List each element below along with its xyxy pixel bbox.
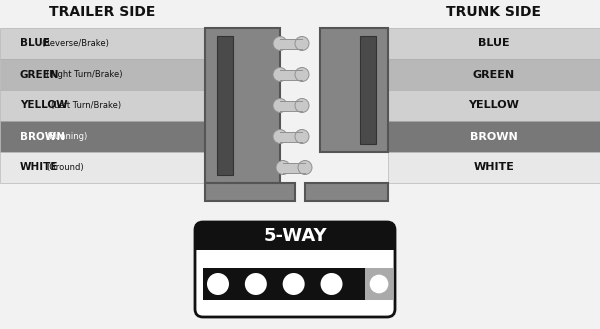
Circle shape	[295, 67, 309, 82]
Circle shape	[276, 161, 290, 174]
Circle shape	[283, 273, 305, 295]
Bar	[0, 121, 205, 152]
Circle shape	[295, 37, 309, 50]
Circle shape	[245, 273, 267, 295]
Text: BROWN: BROWN	[20, 132, 65, 141]
FancyBboxPatch shape	[195, 222, 395, 250]
Bar	[280, 69, 302, 80]
Text: (Right Turn/Brake): (Right Turn/Brake)	[46, 70, 122, 79]
Bar	[388, 121, 600, 152]
FancyBboxPatch shape	[195, 222, 395, 317]
Bar	[203, 268, 365, 300]
Bar	[280, 132, 302, 141]
Bar	[0, 28, 205, 59]
Text: (Left Turn/Brake): (Left Turn/Brake)	[51, 101, 121, 110]
Bar	[217, 36, 233, 175]
Circle shape	[320, 273, 343, 295]
Bar	[0, 90, 205, 121]
Circle shape	[273, 130, 287, 143]
Bar	[0, 152, 205, 183]
Text: (Running): (Running)	[46, 132, 87, 141]
Bar	[388, 152, 600, 183]
Text: BLUE: BLUE	[20, 38, 50, 48]
Text: WHITE: WHITE	[20, 163, 59, 172]
Bar	[205, 28, 280, 183]
Bar	[283, 163, 305, 172]
Text: 5-WAY: 5-WAY	[263, 227, 327, 245]
Circle shape	[298, 161, 312, 174]
Bar	[320, 28, 388, 152]
Text: (Reverse/Brake): (Reverse/Brake)	[41, 39, 109, 48]
Bar	[280, 100, 302, 111]
Bar	[305, 183, 388, 201]
Circle shape	[295, 98, 309, 113]
Text: TRUNK SIDE: TRUNK SIDE	[446, 5, 542, 19]
Circle shape	[295, 130, 309, 143]
Bar	[0, 59, 205, 90]
Text: YELLOW: YELLOW	[20, 100, 68, 111]
Bar	[388, 90, 600, 121]
Text: GREEN: GREEN	[20, 69, 59, 80]
Circle shape	[207, 273, 229, 295]
Bar	[388, 59, 600, 90]
Bar	[388, 28, 600, 59]
Text: TRAILER SIDE: TRAILER SIDE	[49, 5, 155, 19]
Bar	[360, 36, 376, 144]
Text: YELLOW: YELLOW	[469, 100, 520, 111]
Bar	[205, 183, 295, 201]
Bar	[280, 38, 302, 48]
Text: (Ground): (Ground)	[46, 163, 83, 172]
Bar	[365, 268, 393, 300]
Circle shape	[273, 98, 287, 113]
Text: WHITE: WHITE	[473, 163, 514, 172]
Circle shape	[273, 67, 287, 82]
Circle shape	[370, 275, 388, 293]
Text: BLUE: BLUE	[478, 38, 510, 48]
Text: BROWN: BROWN	[470, 132, 518, 141]
Bar	[195, 236, 395, 250]
Circle shape	[273, 37, 287, 50]
Text: GREEN: GREEN	[473, 69, 515, 80]
